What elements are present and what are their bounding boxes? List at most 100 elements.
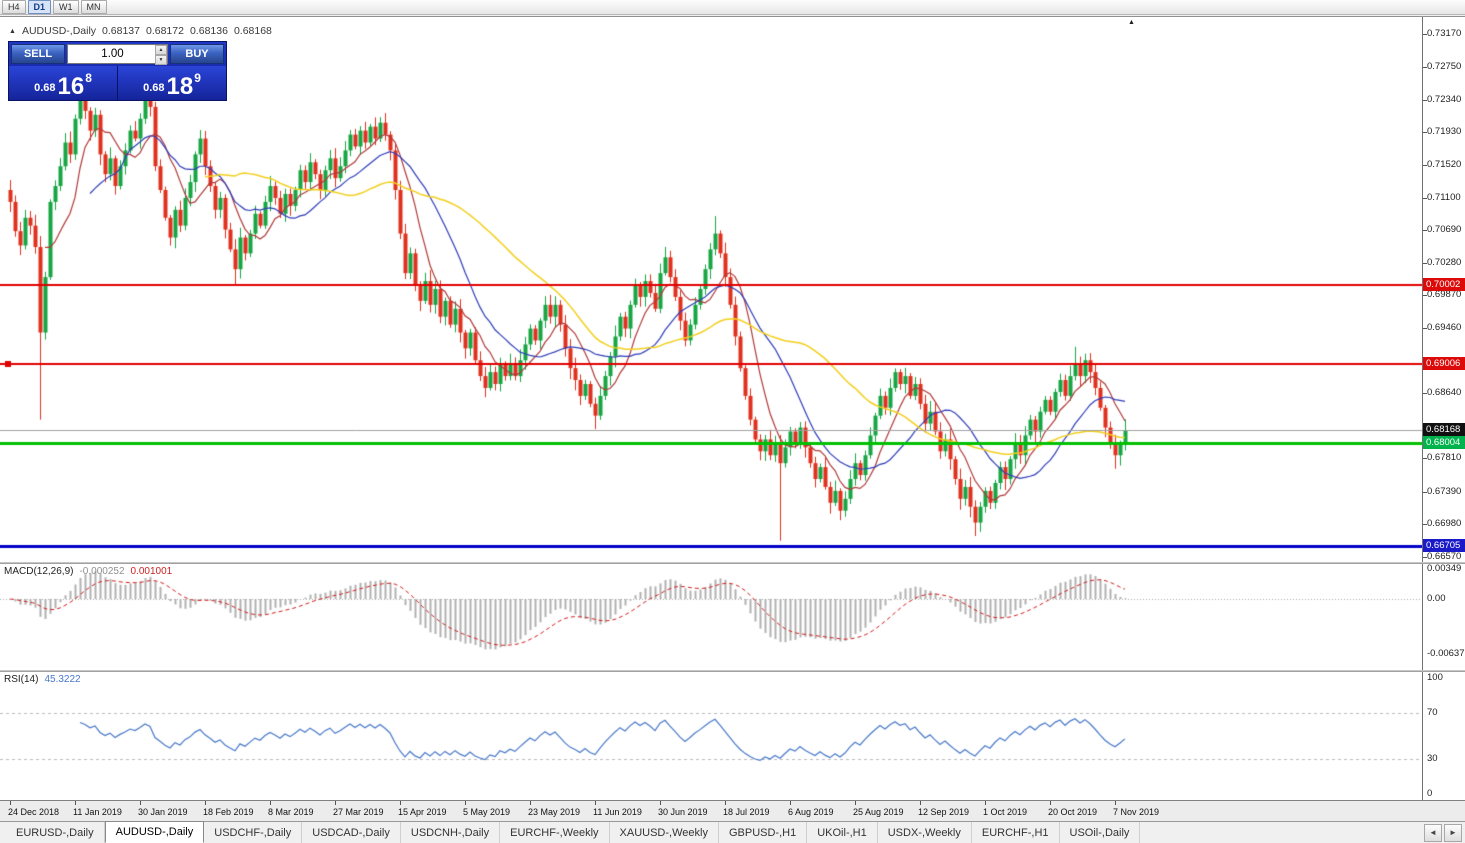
volume-decrease-button[interactable]: ▼ xyxy=(155,55,167,65)
price-tick-mark xyxy=(1423,392,1427,394)
price-tick-mark xyxy=(1423,197,1427,199)
price-tick-label: 0.72750 xyxy=(1427,61,1462,73)
sell-button[interactable]: SELL xyxy=(11,44,65,64)
chart-tab-eurchf-weekly[interactable]: EURCHF-,Weekly xyxy=(500,822,610,843)
time-tick-mark xyxy=(725,801,726,805)
price-tick-label: 0.69460 xyxy=(1427,321,1462,333)
timeframe-button-d1[interactable]: D1 xyxy=(27,0,52,14)
timeframe-button-w1[interactable]: W1 xyxy=(53,0,79,14)
time-tick-mark xyxy=(400,801,401,805)
date-label: 1 Oct 2019 xyxy=(983,807,1028,817)
date-label: 6 Aug 2019 xyxy=(788,807,834,817)
date-label: 11 Jun 2019 xyxy=(593,807,642,817)
rsi-canvas[interactable] xyxy=(0,672,1422,800)
rsi-label-line: RSI(14) 45.3222 xyxy=(4,674,81,685)
date-label: 7 Nov 2019 xyxy=(1113,807,1160,817)
date-label: 24 Dec 2018 xyxy=(8,807,60,817)
timeframe-button-mn[interactable]: MN xyxy=(80,0,107,14)
chart-tab-xauusd-weekly[interactable]: XAUUSD-,Weekly xyxy=(610,822,719,843)
timeframe-button-h4[interactable]: H4 xyxy=(2,0,26,14)
buy-price-main: 0.68 xyxy=(143,82,165,94)
time-tick-mark xyxy=(985,801,986,805)
price-tick-mark xyxy=(1423,327,1427,329)
chart-shift-marker-icon[interactable]: ▲ xyxy=(1128,19,1135,26)
price-tick-label: 0.70280 xyxy=(1427,256,1462,268)
main-chart-canvas[interactable] xyxy=(0,17,1422,562)
price-badge-070002: 0.70002 xyxy=(1423,277,1465,291)
price-axis[interactable]: 0.73170 0.72750 0.72340 0.71930 0.71520 0.711… xyxy=(1422,17,1465,562)
chart-tab-usdcnh-daily[interactable]: USDCNH-,Daily xyxy=(401,822,501,843)
buy-price-button[interactable]: 0.68 18 9 xyxy=(118,66,226,100)
price-tick-label: 0.66980 xyxy=(1427,518,1462,530)
time-tick-mark xyxy=(920,801,921,805)
rsi-value: 45.3222 xyxy=(44,674,81,685)
tabs-scroll-left-button[interactable]: ◄ xyxy=(1424,824,1442,842)
price-tick-label: 0.73170 xyxy=(1427,28,1462,40)
chart-tab-usdcad-daily[interactable]: USDCAD-,Daily xyxy=(302,822,401,843)
rsi-scale-label: 30 xyxy=(1427,753,1438,765)
chart-tab-usoil-daily[interactable]: USOil-,Daily xyxy=(1060,822,1141,843)
price-tick-mark xyxy=(1423,67,1427,69)
volume-increase-button[interactable]: ▲ xyxy=(155,45,167,55)
buy-price-point: 9 xyxy=(194,71,201,85)
chart-tab-ukoil-h1[interactable]: UKOil-,H1 xyxy=(807,822,878,843)
sell-price-point: 8 xyxy=(85,71,92,85)
volume-box: ▲ ▼ xyxy=(67,44,168,65)
tabs-scroll-right-button[interactable]: ► xyxy=(1444,824,1462,842)
date-label: 18 Jul 2019 xyxy=(723,807,770,817)
date-label: 27 Mar 2019 xyxy=(333,807,384,817)
date-label: 15 Apr 2019 xyxy=(398,807,447,817)
macd-splitter[interactable] xyxy=(0,562,1465,564)
date-label: 23 May 2019 xyxy=(528,807,581,817)
ohlc-low: 0.68136 xyxy=(189,25,228,37)
rsi-label: RSI(14) xyxy=(4,674,39,685)
chart-tab-eurusd-daily[interactable]: EURUSD-,Daily xyxy=(6,822,105,843)
macd-label: MACD(12,26,9) xyxy=(4,566,74,577)
date-label: 25 Aug 2019 xyxy=(853,807,904,817)
time-tick-mark xyxy=(530,801,531,805)
time-tick-mark xyxy=(270,801,271,805)
chart-tab-gbpusd-h1[interactable]: GBPUSD-,H1 xyxy=(719,822,808,843)
date-label: 5 May 2019 xyxy=(463,807,511,817)
price-tick-mark xyxy=(1423,164,1427,166)
rsi-axis: 100 70 30 0 xyxy=(1422,672,1465,800)
price-tick-label: 0.70690 xyxy=(1427,224,1462,236)
rsi-scale-label: 0 xyxy=(1427,788,1433,799)
time-tick-mark xyxy=(855,801,856,805)
sell-price-button[interactable]: 0.68 16 8 xyxy=(9,66,118,100)
date-label: 11 Jan 2019 xyxy=(73,807,122,817)
price-tick-mark xyxy=(1423,556,1427,558)
time-tick-mark xyxy=(790,801,791,805)
price-tick-label: 0.68640 xyxy=(1427,386,1462,398)
rsi-splitter[interactable] xyxy=(0,670,1465,672)
buy-price-pips: 18 xyxy=(166,72,194,100)
chart-tab-usdchf-daily[interactable]: USDCHF-,Daily xyxy=(204,822,303,843)
sell-price-pips: 16 xyxy=(57,72,85,100)
one-click-collapse-icon[interactable]: ▲ xyxy=(9,27,16,35)
chart-tab-usdx-weekly[interactable]: USDX-,Weekly xyxy=(878,822,972,843)
rsi-scale-label: 100 xyxy=(1427,672,1443,683)
price-tick-mark xyxy=(1423,491,1427,493)
price-badge-068004: 0.68004 xyxy=(1423,436,1465,450)
macd-axis: 0.00349 0.00 -0.00637 xyxy=(1422,563,1465,670)
volume-input[interactable] xyxy=(68,45,167,63)
price-tick-mark xyxy=(1423,295,1427,297)
price-tick-mark xyxy=(1423,99,1427,101)
price-tick-label: 0.67390 xyxy=(1427,485,1462,497)
chart-tab-eurchf-h1[interactable]: EURCHF-,H1 xyxy=(972,822,1060,843)
sell-price-main: 0.68 xyxy=(34,82,56,94)
price-badge-069006: 0.69006 xyxy=(1423,356,1465,370)
chart-tab-audusd-daily[interactable]: AUDUSD-,Daily xyxy=(104,821,205,843)
time-tick-mark xyxy=(1050,801,1051,805)
macd-label-line: MACD(12,26,9) -0.000252 0.001001 xyxy=(4,566,172,577)
macd-canvas[interactable] xyxy=(0,564,1422,670)
time-tick-mark xyxy=(465,801,466,805)
buy-button[interactable]: BUY xyxy=(170,44,224,64)
macd-value-main: -0.000252 xyxy=(79,566,125,577)
time-axis[interactable]: 24 Dec 2018 11 Jan 2019 30 Jan 2019 18 Feb … xyxy=(0,800,1465,822)
price-badge-066705: 0.66705 xyxy=(1423,538,1465,552)
date-label: 30 Jan 2019 xyxy=(138,807,188,817)
rsi-scale-label: 70 xyxy=(1427,706,1438,718)
ohlc-high: 0.68172 xyxy=(146,25,184,37)
time-tick-mark xyxy=(140,801,141,805)
